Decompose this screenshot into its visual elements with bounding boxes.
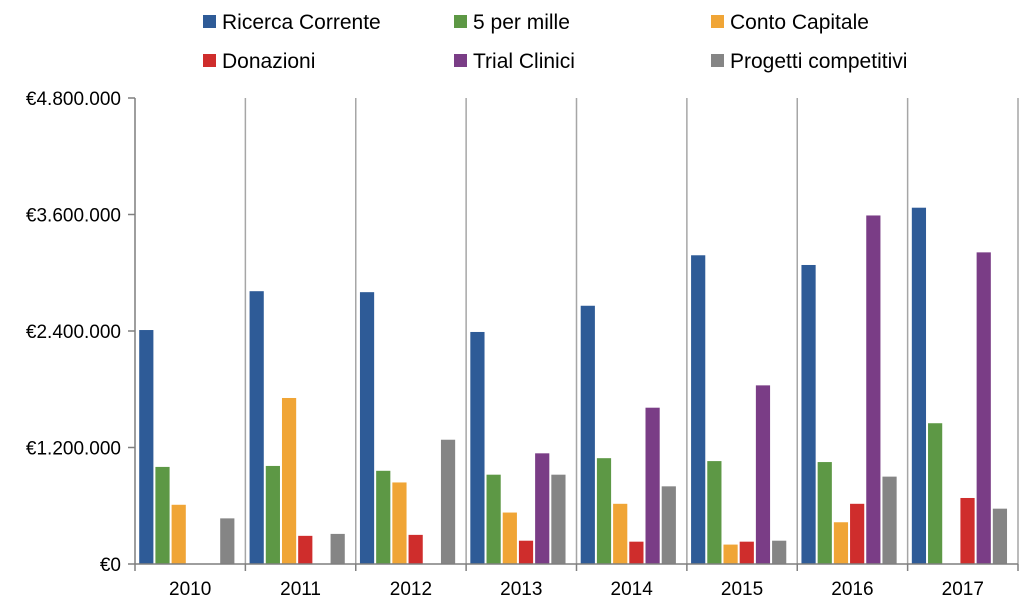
x-tick-label: 2013: [500, 579, 542, 600]
legend-label-1: 5 per mille: [473, 11, 570, 34]
bar-2016-series-1: [817, 462, 832, 564]
bar-2015-series-0: [691, 255, 706, 564]
legend-label-3: Donazioni: [222, 50, 315, 73]
legend-swatch-0: [203, 15, 216, 28]
legend-label-5: Progetti competitivi: [730, 50, 907, 73]
bar-2011-series-1: [265, 465, 280, 564]
bar-2015-series-5: [772, 540, 787, 564]
y-axis-ticks: €0 €1.200.000 €2.400.000 €3.600.000 €4.800.0…: [26, 89, 135, 576]
bar-2014-series-3: [629, 541, 644, 564]
x-tick-label: 2010: [169, 579, 211, 600]
bar-2016-series-2: [833, 522, 849, 564]
bar-2013-series-3: [518, 540, 534, 564]
bar-2016-series-5: [882, 476, 897, 564]
x-axis-ticks: 2010 2011 2012 2013 2014 2015 2016 2017: [134, 564, 1019, 600]
legend-swatch-3: [203, 54, 216, 67]
bar-2014-series-5: [661, 486, 676, 564]
legend: Ricerca Corrente 5 per mille Conto Capital…: [203, 11, 907, 73]
y-tick-label: €4.800.000: [26, 89, 121, 110]
legend-label-2: Conto Capitale: [730, 11, 869, 34]
bar-2010-series-1: [155, 466, 170, 564]
bars: [139, 207, 1008, 565]
bar-2015-series-1: [707, 461, 722, 564]
bar-2017-series-3: [960, 497, 975, 564]
bar-2010-series-0: [139, 330, 154, 564]
bar-2012-series-1: [376, 470, 391, 564]
bar-2015-series-3: [739, 541, 754, 564]
legend-label-4: Trial Clinici: [473, 50, 575, 73]
y-tick-label: €1.200.000: [26, 439, 121, 460]
bar-2013-series-2: [502, 512, 517, 564]
bar-2017-series-1: [928, 423, 943, 564]
bar-2014-series-0: [580, 305, 595, 564]
bar-2016-series-0: [801, 264, 816, 564]
bar-2016-series-4: [866, 215, 881, 565]
bar-2013-series-5: [551, 474, 566, 564]
bar-2014-series-4: [645, 407, 660, 564]
bar-2013-series-0: [470, 331, 485, 564]
bar-2011-series-5: [330, 533, 345, 564]
x-tick-label: 2017: [942, 579, 984, 600]
bar-2010-series-5: [220, 518, 235, 564]
bar-2017-series-0: [911, 207, 927, 564]
bar-2013-series-1: [486, 474, 501, 564]
bar-2012-series-0: [359, 292, 375, 564]
bar-2012-series-3: [408, 534, 423, 564]
bar-2012-series-5: [440, 439, 456, 564]
bar-2013-series-4: [535, 453, 550, 564]
x-tick-label: 2011: [280, 579, 321, 600]
bar-2011-series-0: [249, 291, 264, 564]
legend-swatch-5: [711, 54, 724, 67]
bar-2017-series-4: [976, 252, 991, 565]
legend-swatch-2: [711, 15, 724, 28]
legend-swatch-4: [454, 54, 467, 67]
bar-2016-series-3: [850, 503, 865, 564]
bar-2010-series-2: [171, 504, 186, 564]
legend-label-0: Ricerca Corrente: [222, 11, 381, 34]
y-tick-label: €0: [100, 555, 121, 576]
y-tick-label: €3.600.000: [26, 206, 121, 227]
y-tick-label: €2.400.000: [26, 322, 121, 343]
bar-2011-series-2: [281, 397, 297, 564]
legend-swatch-1: [454, 15, 467, 28]
bar-2017-series-5: [992, 508, 1008, 564]
x-tick-label: 2016: [831, 579, 873, 600]
bar-2012-series-2: [392, 482, 407, 564]
x-tick-label: 2012: [390, 579, 432, 600]
bar-2015-series-4: [755, 385, 771, 564]
bar-2011-series-3: [298, 535, 313, 564]
x-tick-label: 2014: [611, 579, 654, 600]
gridlines: [244, 98, 1019, 564]
bar-2015-series-2: [723, 544, 738, 564]
bar-2014-series-1: [596, 458, 612, 564]
bar-2014-series-2: [613, 503, 628, 564]
x-tick-label: 2015: [721, 579, 763, 600]
